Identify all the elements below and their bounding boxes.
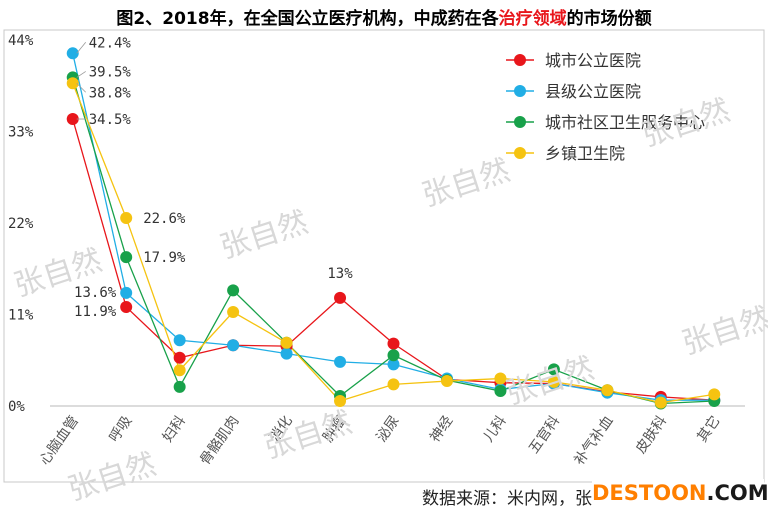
data-point (334, 395, 347, 408)
y-tick-label: 11% (8, 308, 34, 324)
data-point (387, 337, 400, 350)
data-point (173, 364, 186, 377)
data-point (120, 301, 133, 314)
data-point (334, 291, 347, 304)
data-point (66, 113, 79, 126)
data-labels: 42.4% 39.5% 38.8% 34.5% 22.6% 17.9% 13.6% 11.9%… (74, 35, 353, 320)
data-label: 13.6% (74, 285, 117, 301)
data-point (440, 375, 453, 388)
legend-marker (514, 147, 526, 159)
data-label: 11.9% (74, 304, 117, 320)
y-tick-label: 44% (8, 33, 34, 49)
data-point (227, 306, 240, 319)
data-label: 34.5% (89, 112, 132, 128)
leader-line (76, 71, 86, 78)
series-points (66, 47, 721, 410)
data-label: 13% (327, 266, 353, 282)
x-tick-label: 神经 (427, 413, 456, 445)
data-label: 17.9% (143, 250, 186, 266)
x-tick-label: 补气补血 (571, 413, 616, 468)
data-point (387, 378, 400, 391)
data-label: 42.4% (89, 35, 132, 51)
legend-label: 乡镇卫生院 (545, 144, 625, 163)
leader-line (76, 42, 87, 54)
x-tick-label: 妇科 (159, 413, 189, 446)
title-highlight: 治疗领域 (498, 9, 567, 29)
y-tick-label: 0% (8, 399, 25, 415)
x-tick-label: 骨骼肌肉 (197, 413, 242, 468)
data-label: 39.5% (89, 64, 132, 80)
data-label: 22.6% (143, 211, 186, 227)
legend-label: 县级公立医院 (545, 82, 641, 101)
y-tick-label: 22% (8, 216, 34, 232)
x-tick-label: 其它 (694, 413, 724, 446)
x-tick-label: 五官科 (526, 413, 563, 457)
y-tick-label: 33% (8, 125, 34, 141)
title-suffix: 的市场份额 (566, 9, 652, 29)
data-point (120, 251, 133, 264)
x-tick-label: 儿科 (481, 413, 510, 445)
logo-part2: .COM (706, 481, 768, 505)
legend-label: 城市社区卫生服务中心 (545, 113, 705, 132)
data-point (601, 384, 614, 397)
data-point (387, 349, 400, 362)
legend-marker (514, 116, 526, 128)
data-point (173, 380, 186, 393)
data-point (280, 347, 293, 360)
legend-marker (514, 54, 526, 66)
data-label: 38.8% (89, 85, 132, 101)
data-point (173, 334, 186, 347)
data-point (494, 372, 507, 385)
data-point (120, 212, 133, 225)
data-point (494, 385, 507, 398)
logo-part1: DESTOON (592, 481, 707, 505)
x-tick-label: 呼吸 (106, 413, 135, 445)
data-point (708, 388, 721, 401)
title-prefix: 图2、2018年，在全国公立医疗机构，中成药在各 (116, 9, 499, 29)
data-point (334, 355, 347, 368)
data-point (66, 47, 79, 60)
data-point (547, 363, 560, 376)
data-point (120, 286, 133, 299)
x-tick-label: 心脑血管 (37, 413, 82, 468)
data-point (387, 358, 400, 371)
site-logo: DESTOON.COM (592, 479, 768, 507)
data-point (173, 351, 186, 364)
data-point (66, 77, 79, 90)
legend-label: 城市公立医院 (545, 51, 641, 70)
leader-line (76, 82, 87, 93)
data-point (227, 339, 240, 352)
data-point (654, 396, 667, 409)
data-point (227, 284, 240, 297)
legend-marker (514, 85, 526, 97)
data-point (547, 375, 560, 388)
chart-frame (3, 29, 765, 483)
chart-title: 图2、2018年，在全国公立医疗机构，中成药在各治疗领域的市场份额 (0, 4, 768, 29)
data-point (280, 336, 293, 349)
x-tick-label: 泌尿 (374, 413, 403, 445)
legend-box (500, 40, 750, 173)
x-tick-label: 皮肤科 (633, 413, 670, 457)
